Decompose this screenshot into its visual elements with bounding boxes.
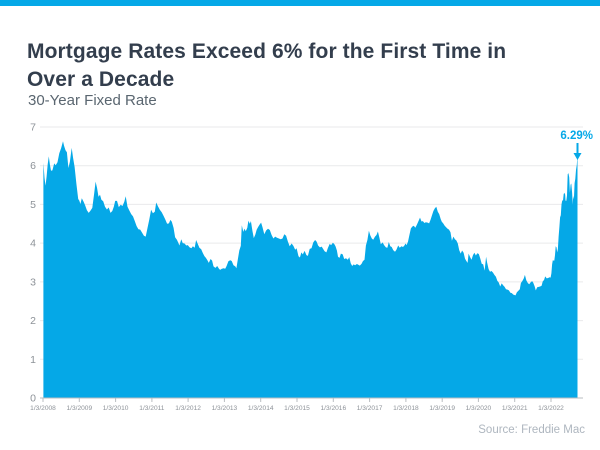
page-title-line2: Over a Decade <box>27 68 175 92</box>
svg-text:1/3/2022: 1/3/2022 <box>538 405 564 412</box>
svg-text:2: 2 <box>30 315 36 327</box>
svg-text:1/3/2016: 1/3/2016 <box>320 405 346 412</box>
svg-text:1/3/2014: 1/3/2014 <box>248 405 274 412</box>
svg-text:1/3/2021: 1/3/2021 <box>502 405 528 412</box>
y-axis-labels: 0 1 2 3 4 5 6 7 <box>30 122 36 405</box>
svg-text:3: 3 <box>30 276 36 288</box>
svg-text:1/3/2017: 1/3/2017 <box>357 405 383 412</box>
source-attribution: Source: Freddie Mac <box>478 424 585 436</box>
svg-text:1/3/2020: 1/3/2020 <box>466 405 492 412</box>
chart-area: 0 1 2 3 4 5 6 7 1/3/2008 1/3/2009 1/3/2010 1/3/2011… <box>0 112 600 422</box>
svg-text:1/3/2013: 1/3/2013 <box>212 405 238 412</box>
rate-area-chart: 0 1 2 3 4 5 6 7 1/3/2008 1/3/2009 1/3/2010 1/3/2011… <box>30 122 593 413</box>
rate-area-series <box>43 141 578 399</box>
svg-text:4: 4 <box>30 238 36 250</box>
page-title: Mortgage Rates Exceed 6% for the First T… <box>27 38 577 94</box>
x-axis-labels: 1/3/2008 1/3/2009 1/3/2010 1/3/2011 1/3/2012… <box>30 398 564 412</box>
svg-text:1/3/2015: 1/3/2015 <box>284 405 310 412</box>
page-title-line1: Mortgage Rates Exceed 6% for the First T… <box>27 40 507 64</box>
top-accent-bar <box>0 0 600 6</box>
chart-subtitle: 30-Year Fixed Rate <box>28 92 157 109</box>
svg-text:5: 5 <box>30 199 36 211</box>
svg-text:1/3/2009: 1/3/2009 <box>66 405 92 412</box>
svg-text:1: 1 <box>30 354 36 366</box>
svg-text:7: 7 <box>30 122 36 134</box>
svg-text:1/3/2018: 1/3/2018 <box>393 405 419 412</box>
svg-text:1/3/2019: 1/3/2019 <box>429 405 455 412</box>
peak-annotation-arrowhead <box>573 153 582 160</box>
svg-text:6: 6 <box>30 160 36 172</box>
peak-annotation-label: 6.29% <box>560 130 593 142</box>
svg-text:1/3/2011: 1/3/2011 <box>139 405 165 412</box>
svg-text:1/3/2010: 1/3/2010 <box>103 405 129 412</box>
svg-text:1/3/2012: 1/3/2012 <box>175 405 201 412</box>
svg-text:1/3/2008: 1/3/2008 <box>30 405 56 412</box>
svg-text:0: 0 <box>30 393 36 405</box>
